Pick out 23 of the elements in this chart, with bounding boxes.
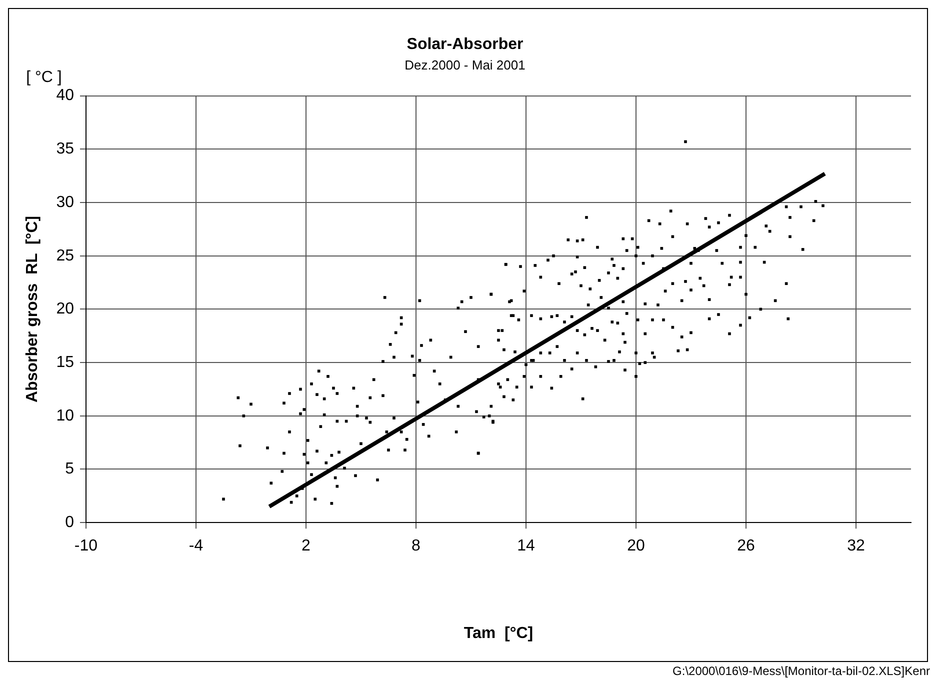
y-tick-label: 25 bbox=[56, 247, 74, 264]
y-tick-label: 40 bbox=[56, 87, 74, 104]
x-tick-label: -10 bbox=[74, 538, 98, 555]
y-tick-label: 15 bbox=[56, 354, 74, 371]
text: G:\2000\016\9-Mess\[Monitor-ta-bil-02.XLS]Kenr bbox=[672, 664, 930, 678]
text: [ °C ] bbox=[26, 69, 62, 86]
x-tick-label: -4 bbox=[188, 538, 204, 555]
y-tick-label: 0 bbox=[65, 514, 74, 532]
x-tick-label: 14 bbox=[517, 538, 535, 555]
y-tick-label: 10 bbox=[56, 407, 74, 424]
x-tick-label: 20 bbox=[627, 538, 645, 555]
y-axis-title: Absorber gross RL [°C] bbox=[24, 216, 42, 402]
x-axis-title: Tam [°C] bbox=[464, 624, 534, 642]
x-tick-label: 8 bbox=[412, 538, 421, 555]
y-tick-label: 5 bbox=[65, 460, 74, 478]
y-tick-label: 20 bbox=[56, 300, 74, 318]
chart-title: Solar-Absorber bbox=[406, 36, 524, 54]
y-tick-label: 30 bbox=[56, 194, 74, 211]
chart-subtitle: Dez.2000 - Mai 2001 bbox=[404, 58, 526, 73]
y-tick-label: 35 bbox=[56, 140, 74, 158]
x-tick-label: 32 bbox=[847, 538, 865, 555]
x-tick-label: 26 bbox=[737, 538, 755, 555]
x-tick-label: 2 bbox=[302, 538, 311, 555]
